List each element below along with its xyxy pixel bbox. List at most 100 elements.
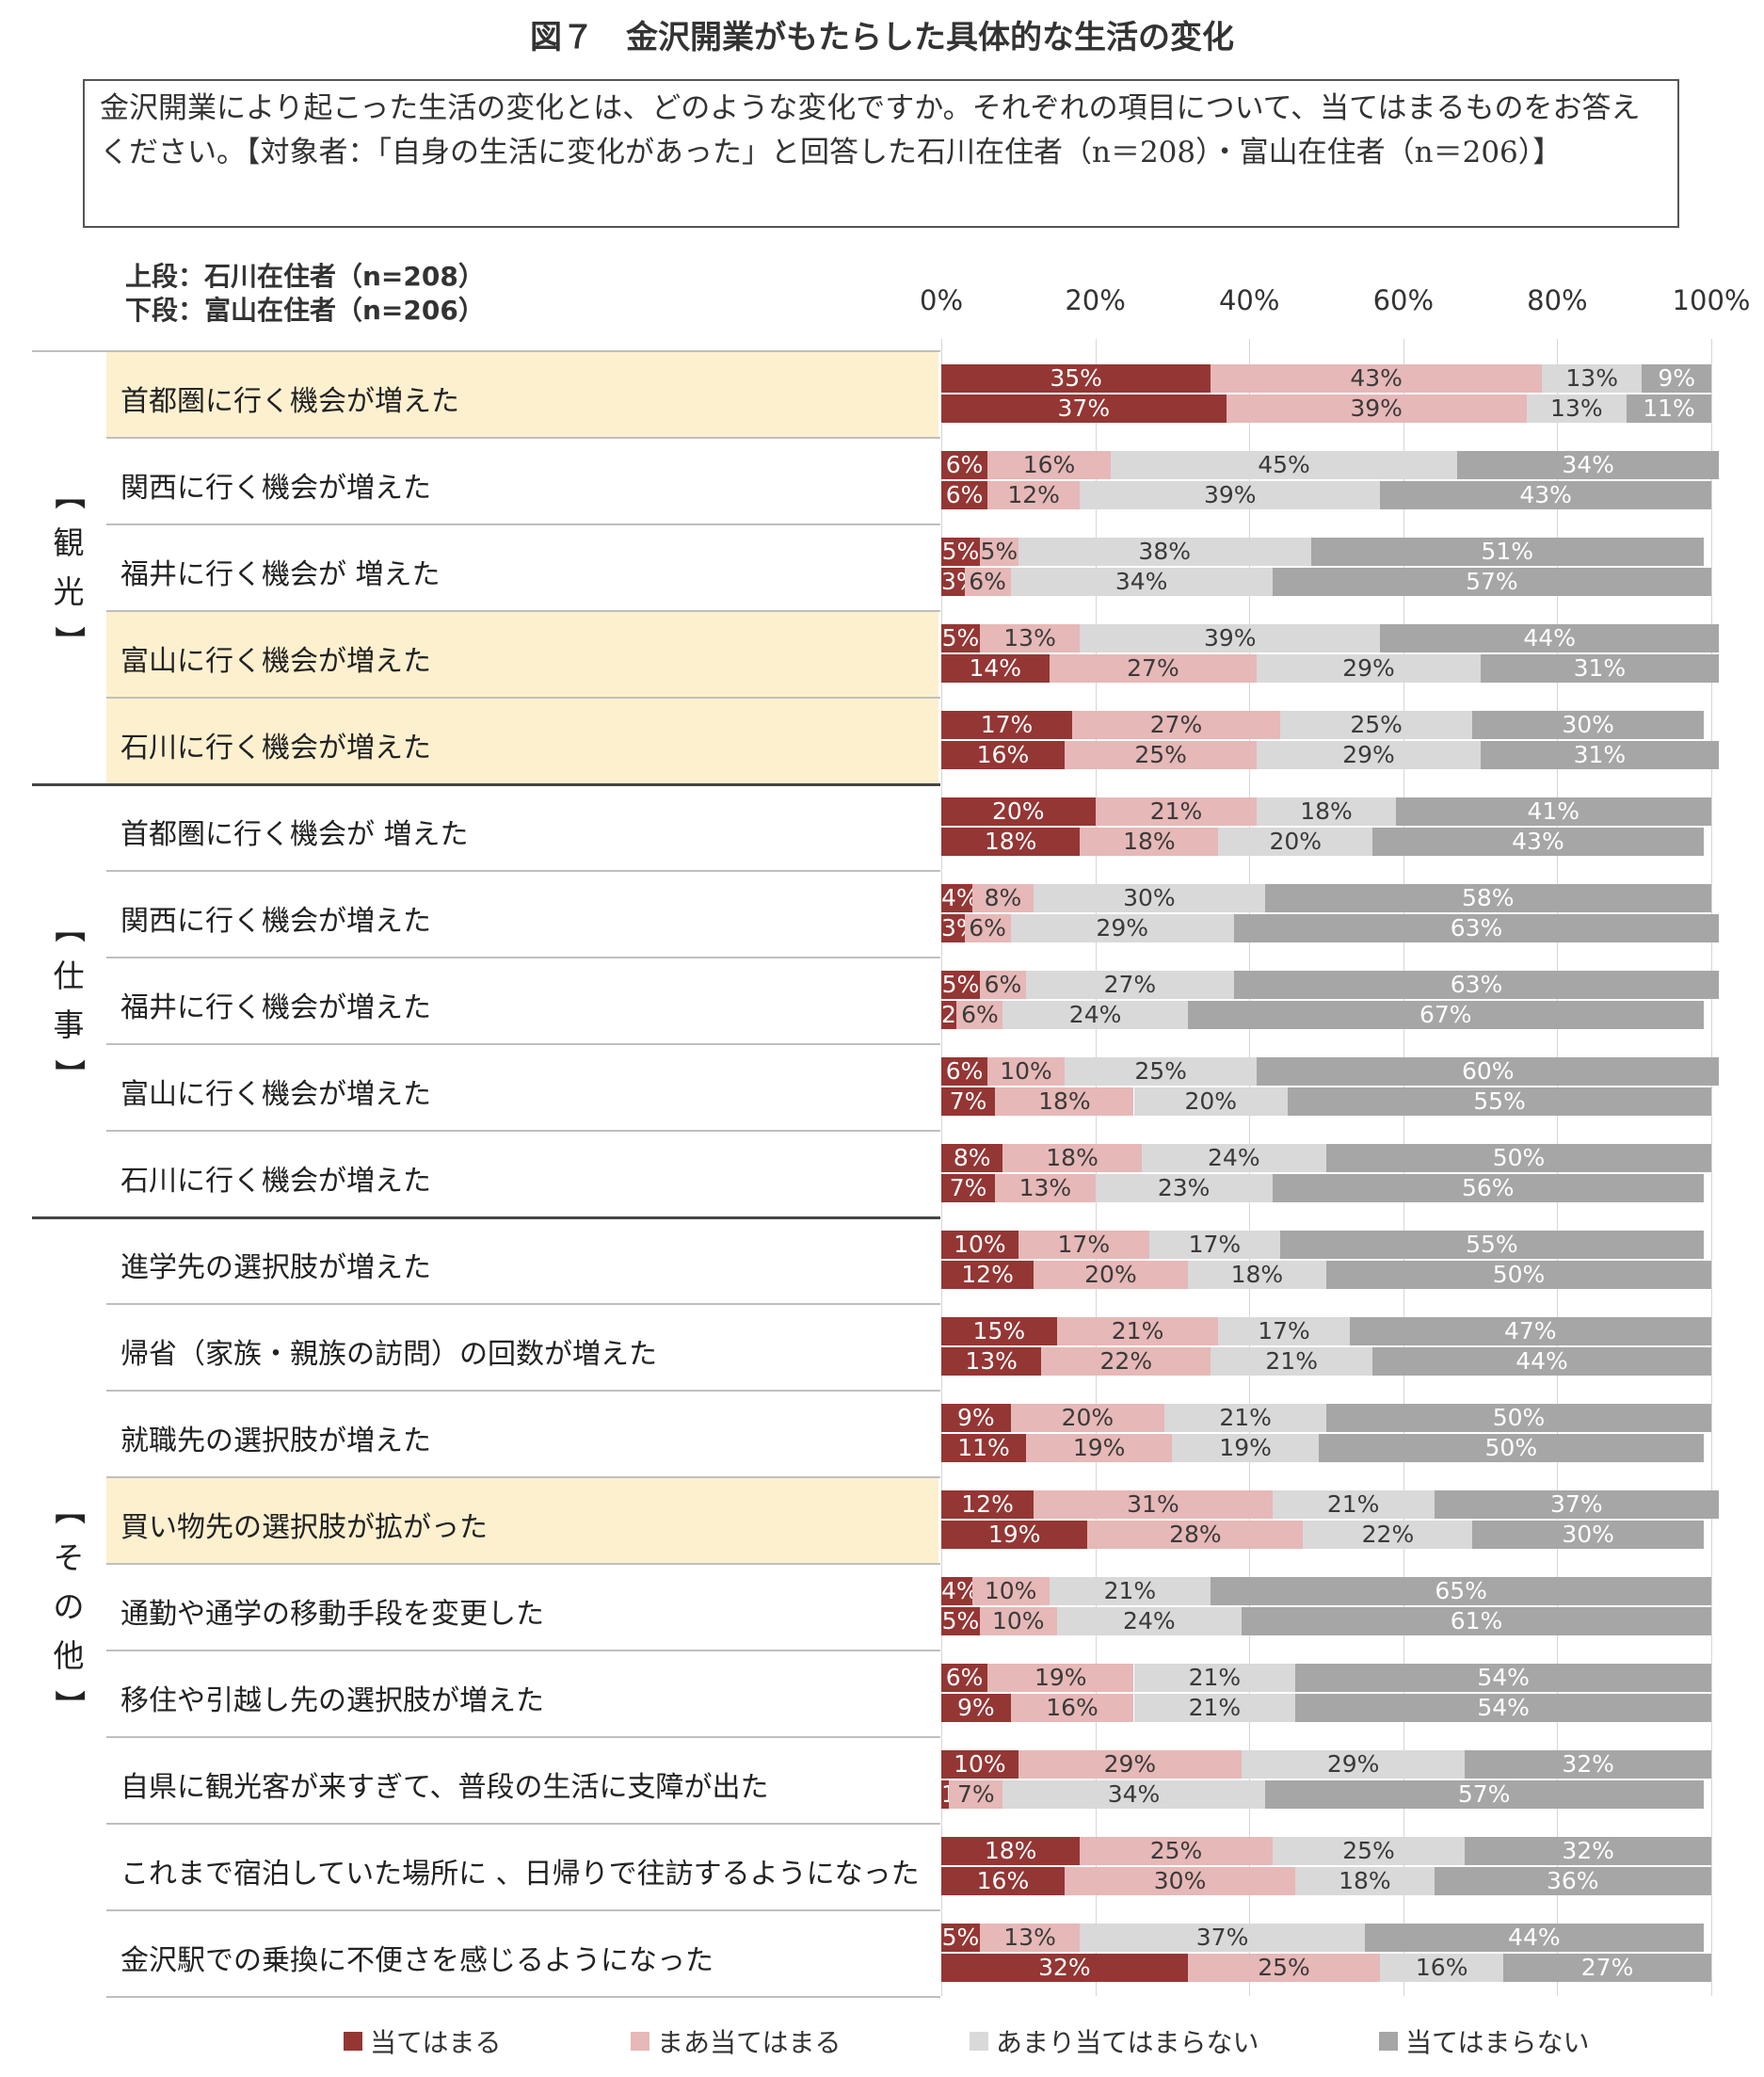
data-label-ishikawa: 10% <box>954 1750 1006 1778</box>
bar-segment-toyama <box>979 1607 1057 1635</box>
data-label-toyama: 20% <box>1269 828 1323 855</box>
row-label: 首都圏に行く機会が 増えた <box>120 818 469 851</box>
data-label-ishikawa: 4% <box>941 884 979 911</box>
bar-segment-ishikawa <box>1018 538 1311 566</box>
data-label-ishikawa: 17% <box>1188 1231 1242 1258</box>
bar-segment-ishikawa <box>1141 1144 1326 1172</box>
data-label-toyama: 20% <box>1184 1087 1238 1115</box>
data-label-ishikawa: 18% <box>1300 797 1353 825</box>
bar-segment-ishikawa <box>1542 364 1643 393</box>
bar-segment-toyama <box>1233 914 1720 942</box>
data-label-ishikawa: 21% <box>1188 1664 1242 1691</box>
bar-segment-toyama <box>1264 1780 1704 1809</box>
data-label-ishikawa: 6% <box>984 971 1022 998</box>
bar-segment-ishikawa <box>1349 1317 1711 1345</box>
bar-segment-toyama <box>941 828 1081 856</box>
data-label-ishikawa: 18% <box>984 1837 1037 1864</box>
bar-segment-toyama <box>1526 394 1627 423</box>
data-label-ishikawa: 60% <box>1461 1057 1515 1085</box>
bar-segment-toyama <box>1010 568 1273 596</box>
bar-segment-ishikawa <box>1472 711 1704 739</box>
bar-segment-ishikawa <box>941 1664 988 1692</box>
legend-label: 当てはまる <box>370 2027 502 2058</box>
data-label-ishikawa: 54% <box>1477 1664 1530 1691</box>
data-label-ishikawa: 39% <box>1203 624 1257 652</box>
bar-segment-ishikawa <box>1164 1404 1326 1432</box>
data-label-ishikawa: 10% <box>1000 1057 1052 1085</box>
bar-segment-toyama <box>1010 914 1234 942</box>
data-label-ishikawa: 37% <box>1550 1490 1603 1518</box>
bar-segment-toyama <box>964 568 1011 596</box>
bar-segment-toyama <box>941 1434 1026 1462</box>
row-separator <box>106 1909 940 1911</box>
legend-swatch <box>631 2032 649 2051</box>
row-separator <box>106 1996 940 1998</box>
data-label-ishikawa: 16% <box>1022 451 1076 478</box>
data-label-toyama: 29% <box>1096 914 1148 942</box>
data-label-toyama: 3% <box>941 914 979 942</box>
bar-segment-toyama <box>1064 741 1258 769</box>
data-label-ishikawa: 29% <box>1326 1750 1380 1778</box>
bar-segment-toyama <box>941 1174 996 1202</box>
bar-segment-toyama <box>995 1087 1134 1116</box>
data-label-toyama: 13% <box>1550 394 1603 422</box>
data-label-toyama: 14% <box>969 654 1022 682</box>
bar-segment-toyama <box>941 914 965 942</box>
bar-segment-toyama <box>1056 1607 1242 1635</box>
data-label-ishikawa: 30% <box>1123 884 1176 911</box>
data-label-toyama: 57% <box>1466 568 1518 595</box>
bar-segment-toyama <box>1002 1780 1265 1809</box>
data-label-toyama: 54% <box>1477 1694 1530 1721</box>
bar-segment-ishikawa <box>1018 1750 1243 1779</box>
data-label-toyama: 39% <box>1350 394 1403 422</box>
bar-segment-toyama <box>1326 1261 1711 1289</box>
row-separator <box>106 1303 940 1305</box>
bar-segment-ishikawa <box>987 1664 1134 1692</box>
bar-segment-toyama <box>941 568 965 596</box>
bar-segment-ishikawa <box>1080 1837 1273 1865</box>
row-separator <box>106 523 940 525</box>
row-separator <box>106 1563 940 1565</box>
data-label-toyama: 18% <box>984 828 1037 855</box>
bar-segment-toyama <box>1041 1347 1211 1376</box>
row-separator <box>32 783 940 786</box>
row-label: 金沢駅での乗換に不便さを感じるようになった <box>120 1944 714 1977</box>
bar-segment-ishikawa <box>987 1057 1065 1086</box>
data-label-ishikawa: 4% <box>941 1577 979 1604</box>
bar-segment-toyama <box>1025 1434 1173 1462</box>
bar-segment-toyama <box>941 481 988 509</box>
row-separator <box>32 350 940 352</box>
bar-segment-toyama <box>1218 828 1373 856</box>
data-label-ishikawa: 12% <box>961 1490 1014 1518</box>
bar-segment-ishikawa <box>941 451 988 479</box>
bar-segment-toyama <box>1272 568 1711 596</box>
bar-segment-ishikawa <box>1395 797 1711 826</box>
bar-segment-toyama <box>1372 828 1704 856</box>
bar-segment-toyama <box>1318 1434 1704 1462</box>
bar-segment-toyama <box>941 1867 1065 1895</box>
data-label-ishikawa: 50% <box>1492 1404 1546 1431</box>
row-separator <box>106 697 940 699</box>
bar-segment-ishikawa <box>1133 1664 1296 1692</box>
data-label-ishikawa: 8% <box>953 1144 991 1171</box>
bar-segment-toyama <box>1272 1174 1704 1202</box>
x-tick-label: 40% <box>1218 284 1280 316</box>
data-label-ishikawa: 17% <box>1057 1231 1111 1258</box>
data-label-toyama: 11% <box>957 1434 1010 1461</box>
data-label-toyama: 50% <box>1484 1434 1538 1461</box>
row-separator <box>106 870 940 872</box>
row-separator <box>106 1130 940 1132</box>
data-label-toyama: 7% <box>956 1780 995 1808</box>
bar-segment-toyama <box>941 1521 1088 1549</box>
data-label-ishikawa: 13% <box>1003 1924 1056 1951</box>
data-label-ishikawa: 34% <box>1562 451 1614 478</box>
bar-segment-toyama <box>1010 1694 1134 1722</box>
bar-segment-toyama <box>1257 654 1481 683</box>
sublabel-upper: 上段：石川在住者（n=208） <box>125 261 485 292</box>
row-label: 関西に行く機会が増えた <box>120 472 431 505</box>
bar-segment-ishikawa <box>941 364 1211 393</box>
bar-segment-ishikawa <box>1295 1664 1711 1692</box>
data-label-toyama: 2% <box>941 1001 979 1029</box>
data-label-ishikawa: 5% <box>941 624 980 652</box>
data-label-toyama: 6% <box>969 568 1006 595</box>
